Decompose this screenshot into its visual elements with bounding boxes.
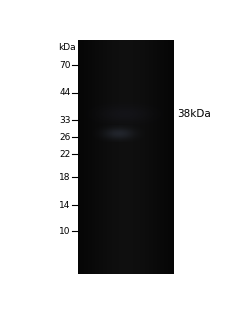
Text: 44: 44: [59, 88, 70, 97]
Text: kDa: kDa: [58, 44, 76, 53]
Text: 14: 14: [59, 201, 70, 210]
Text: 70: 70: [59, 61, 70, 70]
Text: 33: 33: [59, 116, 70, 125]
Text: 38kDa: 38kDa: [177, 109, 211, 119]
Text: 22: 22: [59, 150, 70, 159]
Text: 18: 18: [59, 173, 70, 182]
Text: 10: 10: [59, 227, 70, 236]
Text: 26: 26: [59, 133, 70, 142]
